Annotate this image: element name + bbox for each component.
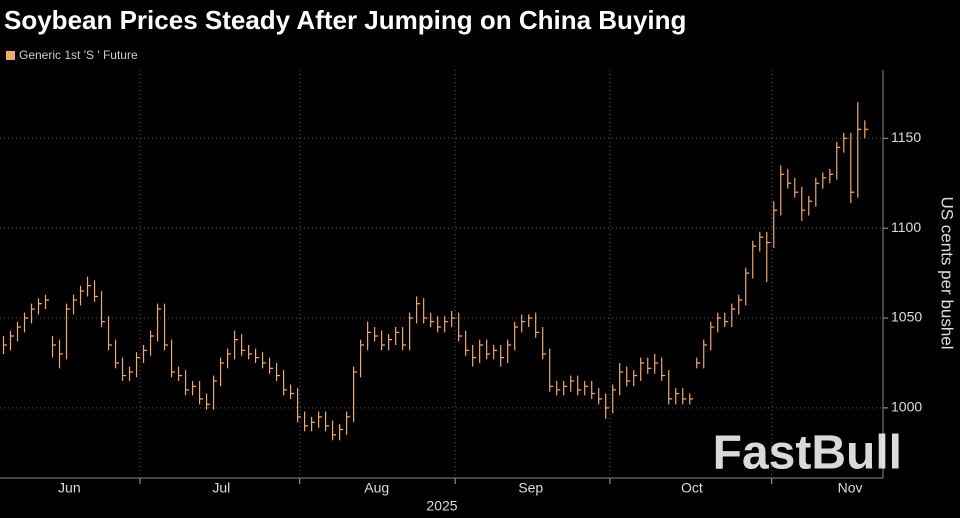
x-tick-label: Jun: [58, 480, 81, 496]
legend-swatch: [6, 51, 15, 60]
y-tick-label: 1150: [891, 129, 921, 145]
y-tick-label: 1050: [891, 309, 922, 325]
x-tick-label: Aug: [364, 480, 389, 496]
x-tick-label: Sep: [518, 480, 543, 496]
x-tick-label: Nov: [838, 480, 863, 496]
y-tick-label: 1000: [891, 399, 922, 415]
y-tick-label: 1100: [891, 219, 921, 235]
chart-title: Soybean Prices Steady After Jumping on C…: [4, 5, 686, 35]
y-axis-label: US cents per bushel: [938, 196, 957, 349]
legend-label: Generic 1st 'S ' Future: [19, 48, 138, 62]
watermark: FastBull: [713, 427, 902, 480]
x-tick-label: Oct: [681, 480, 703, 496]
x-tick-label: Jul: [212, 480, 230, 496]
x-axis-label: 2025: [426, 498, 457, 514]
